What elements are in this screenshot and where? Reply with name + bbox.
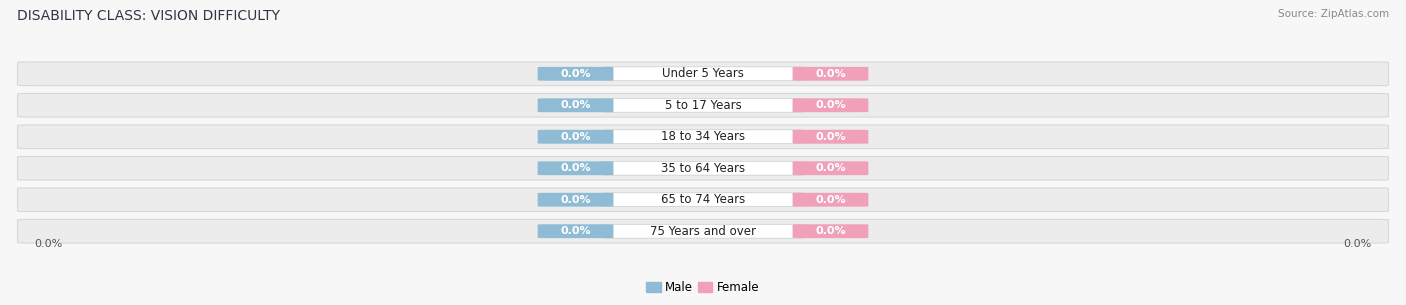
Text: 0.0%: 0.0% — [35, 239, 63, 249]
FancyBboxPatch shape — [603, 224, 803, 238]
Text: 0.0%: 0.0% — [815, 69, 846, 79]
FancyBboxPatch shape — [537, 130, 613, 144]
FancyBboxPatch shape — [603, 130, 803, 144]
FancyBboxPatch shape — [17, 156, 1389, 180]
FancyBboxPatch shape — [603, 98, 803, 112]
FancyBboxPatch shape — [17, 219, 1389, 243]
FancyBboxPatch shape — [603, 161, 803, 175]
Text: 0.0%: 0.0% — [815, 132, 846, 142]
Text: Source: ZipAtlas.com: Source: ZipAtlas.com — [1278, 9, 1389, 19]
Text: 0.0%: 0.0% — [815, 163, 846, 173]
FancyBboxPatch shape — [793, 67, 869, 81]
Text: 0.0%: 0.0% — [815, 226, 846, 236]
FancyBboxPatch shape — [17, 188, 1389, 212]
FancyBboxPatch shape — [793, 130, 869, 144]
FancyBboxPatch shape — [537, 67, 613, 81]
Text: 0.0%: 0.0% — [560, 195, 591, 205]
Legend: Male, Female: Male, Female — [641, 276, 765, 299]
Text: 0.0%: 0.0% — [815, 100, 846, 110]
FancyBboxPatch shape — [537, 224, 613, 238]
FancyBboxPatch shape — [793, 193, 869, 207]
Text: 0.0%: 0.0% — [815, 195, 846, 205]
FancyBboxPatch shape — [793, 161, 869, 175]
FancyBboxPatch shape — [603, 193, 803, 207]
Text: 0.0%: 0.0% — [560, 100, 591, 110]
Text: 0.0%: 0.0% — [1343, 239, 1371, 249]
FancyBboxPatch shape — [793, 224, 869, 238]
Text: DISABILITY CLASS: VISION DIFFICULTY: DISABILITY CLASS: VISION DIFFICULTY — [17, 9, 280, 23]
FancyBboxPatch shape — [793, 98, 869, 112]
Text: 18 to 34 Years: 18 to 34 Years — [661, 130, 745, 143]
FancyBboxPatch shape — [537, 193, 613, 207]
FancyBboxPatch shape — [17, 93, 1389, 117]
Text: 0.0%: 0.0% — [560, 69, 591, 79]
Text: 0.0%: 0.0% — [560, 226, 591, 236]
Text: Under 5 Years: Under 5 Years — [662, 67, 744, 80]
Text: 5 to 17 Years: 5 to 17 Years — [665, 99, 741, 112]
Text: 35 to 64 Years: 35 to 64 Years — [661, 162, 745, 175]
Text: 0.0%: 0.0% — [560, 132, 591, 142]
FancyBboxPatch shape — [17, 62, 1389, 86]
Text: 75 Years and over: 75 Years and over — [650, 225, 756, 238]
Text: 65 to 74 Years: 65 to 74 Years — [661, 193, 745, 206]
Text: 0.0%: 0.0% — [560, 163, 591, 173]
FancyBboxPatch shape — [537, 98, 613, 112]
FancyBboxPatch shape — [603, 67, 803, 81]
FancyBboxPatch shape — [537, 161, 613, 175]
FancyBboxPatch shape — [17, 125, 1389, 149]
